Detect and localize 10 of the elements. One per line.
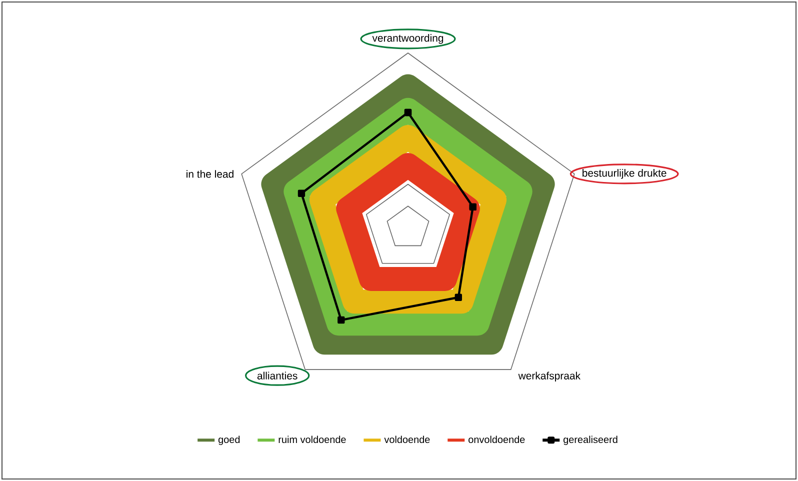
- spoke-label: bestuurlijke drukte: [582, 169, 666, 179]
- legend-label: voldoende: [384, 436, 430, 444]
- legend-label: gerealiseerd: [564, 436, 618, 446]
- legend-label: ruim voldoende: [278, 436, 346, 444]
- spoke-label: verantwoording: [372, 34, 444, 44]
- spoke-label: in the lead: [186, 170, 234, 178]
- legend-label: goed: [218, 436, 240, 446]
- spoke-label: werkafspraak: [518, 372, 581, 382]
- spoke-label: allianties: [257, 372, 298, 380]
- legend-label: onvoldoende: [468, 436, 525, 444]
